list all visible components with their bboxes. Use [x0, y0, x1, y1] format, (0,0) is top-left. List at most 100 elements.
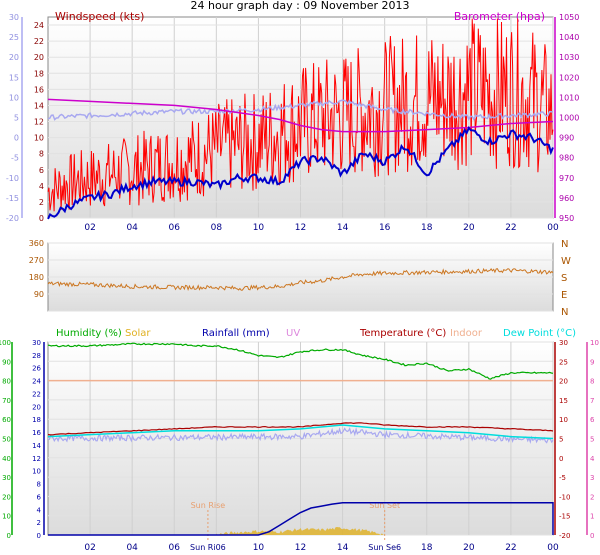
y-tick-blue: 10 — [9, 93, 19, 102]
solar-area — [216, 527, 385, 535]
y-tick-blue: -10 — [6, 174, 19, 183]
y-tick-humidity: 60 — [2, 416, 11, 424]
y-tick-uv: 1 — [590, 513, 594, 521]
compass-label: S — [561, 273, 567, 284]
y-tick-rain: 18 — [32, 416, 41, 424]
y-tick-humidity: 30 — [2, 474, 11, 482]
rainfall-label: Rainfall (mm) — [202, 328, 270, 339]
y-tick-baro: 1050 — [559, 13, 579, 22]
barometer-label: Barometer (hpa) — [454, 10, 545, 23]
x-tick-label: 16 — [379, 223, 391, 233]
y-tick-baro: 990 — [559, 134, 574, 143]
humidity-line — [47, 342, 554, 380]
y-tick-uv: 8 — [590, 378, 594, 386]
y-tick-red: 14 — [34, 101, 44, 110]
compass-label: W — [561, 256, 571, 267]
y-tick-direction: 90 — [34, 290, 44, 299]
y-tick-temp: 5 — [559, 436, 563, 444]
y-tick-uv: 0 — [590, 532, 594, 540]
y-tick-humidity: 20 — [2, 493, 11, 501]
x-tick-label: 18 — [421, 543, 433, 553]
y-tick-uv: 3 — [590, 474, 594, 482]
x-tick-label: 12 — [295, 543, 306, 553]
y-tick-rain: 28 — [32, 352, 41, 360]
x-tick-label: 02 — [84, 223, 95, 233]
y-tick-baro: 1040 — [559, 33, 579, 42]
y-tick-blue: -5 — [11, 154, 19, 163]
x-tick-label: 10 — [253, 223, 265, 233]
y-tick-red: 10 — [34, 134, 44, 143]
y-tick-baro: 1000 — [559, 114, 579, 123]
y-tick-rain: 22 — [32, 390, 41, 398]
y-tick-red: 4 — [39, 182, 44, 191]
dewpoint-line — [47, 424, 554, 440]
y-tick-humidity: 50 — [2, 436, 11, 444]
x-tick-label: 14 — [337, 543, 349, 553]
wind-lavender-line — [47, 99, 554, 122]
y-tick-humidity: 70 — [2, 397, 11, 405]
y-tick-uv: 10 — [590, 339, 599, 347]
y-tick-blue: -15 — [6, 194, 19, 203]
y-tick-rain: 24 — [32, 378, 41, 386]
indoor-label: Indoor — [450, 328, 483, 339]
humidity-label: Humidity (%) — [56, 328, 122, 339]
x-tick-label: 06 — [169, 223, 181, 233]
y-tick-uv: 4 — [590, 455, 595, 463]
sun-label: Sun Rise — [191, 501, 226, 510]
y-tick-humidity: 90 — [2, 358, 11, 366]
uv-label: UV — [286, 328, 300, 339]
y-tick-blue: 30 — [9, 13, 19, 22]
y-tick-red: 22 — [34, 37, 44, 46]
x-tick-label: 10 — [253, 543, 265, 553]
y-tick-temp: 30 — [559, 339, 568, 347]
y-tick-red: 20 — [34, 53, 44, 62]
y-tick-red: 16 — [34, 85, 44, 94]
y-tick-rain: 30 — [32, 339, 41, 347]
y-tick-baro: 1030 — [559, 53, 579, 62]
y-tick-humidity: 40 — [2, 455, 11, 463]
x-tick-label: 06 — [169, 543, 181, 553]
y-tick-temp: -20 — [559, 532, 570, 540]
x-tick-label: 00 — [547, 543, 559, 553]
y-tick-temp: 0 — [559, 455, 563, 463]
y-tick-red: 2 — [39, 198, 44, 207]
y-tick-baro: 960 — [559, 194, 574, 203]
barometer-line — [47, 98, 554, 133]
y-tick-baro: 1020 — [559, 73, 579, 82]
x-tick-label: 00 — [547, 223, 559, 233]
windspeed-line — [47, 18, 554, 212]
y-tick-blue: -20 — [6, 214, 19, 223]
y-tick-baro: 970 — [559, 174, 574, 183]
temperature-line — [47, 422, 554, 436]
solar-label: Solar — [125, 328, 151, 339]
x-tick-label: 18 — [421, 223, 433, 233]
y-tick-rain: 26 — [32, 365, 41, 373]
compass-label: N — [561, 239, 568, 250]
compass-label: E — [561, 290, 567, 301]
y-tick-direction: 180 — [29, 273, 44, 282]
sun-tick-label: Sun Se6 — [368, 543, 401, 552]
y-tick-blue: 20 — [9, 53, 19, 62]
y-tick-temp: -15 — [559, 513, 570, 521]
x-tick-label: 04 — [126, 223, 138, 233]
y-tick-rain: 8 — [37, 481, 41, 489]
temperature-label: Temperature (°C) — [359, 328, 446, 339]
y-tick-rain: 20 — [32, 403, 41, 411]
y-tick-baro: 950 — [559, 214, 574, 223]
y-tick-red: 0 — [39, 214, 44, 223]
y-tick-temp: 10 — [559, 416, 568, 424]
wind-average-line — [47, 126, 554, 220]
x-tick-label: 20 — [463, 223, 475, 233]
y-tick-humidity: 80 — [2, 378, 11, 386]
y-tick-rain: 12 — [32, 455, 41, 463]
y-tick-blue: 0 — [14, 134, 19, 143]
x-tick-label: 12 — [295, 223, 306, 233]
y-tick-red: 12 — [34, 118, 44, 127]
sun-tick-label: Sun Ri06 — [190, 543, 226, 552]
x-tick-label: 04 — [126, 543, 138, 553]
y-tick-rain: 4 — [37, 506, 42, 514]
x-tick-label: 14 — [337, 223, 349, 233]
y-tick-temp: -10 — [559, 493, 570, 501]
sun-label: Sun Set — [369, 501, 400, 510]
y-tick-temp: -5 — [559, 474, 566, 482]
